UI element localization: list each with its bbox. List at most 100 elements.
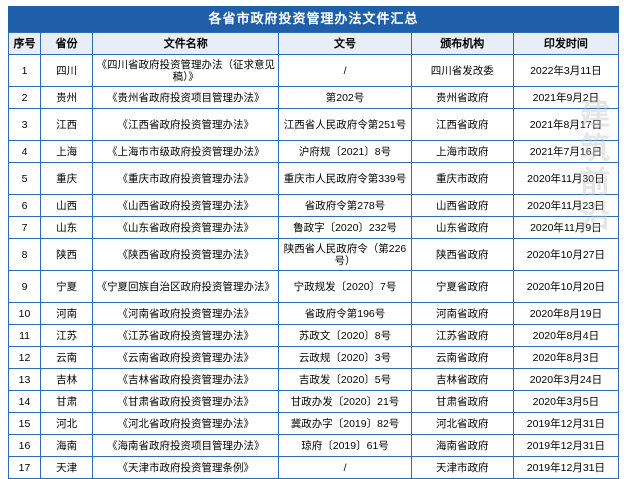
- cell-document-number: 冀政办字〔2019〕82号: [278, 412, 412, 435]
- cell-document-number: 省政府令第196号: [278, 302, 412, 325]
- cell-document-number: 江西省人民政府令第251号: [278, 108, 412, 141]
- cell-document-number: 陕西省人民政府令（第226号）: [278, 238, 412, 271]
- cell-document-name: 《吉林省政府投资管理办法》: [92, 368, 280, 391]
- cell-document-number: 第202号: [278, 86, 412, 109]
- cell-document-number: 琼府〔2019〕61号: [278, 434, 412, 457]
- cell-province: 陕西: [40, 238, 94, 271]
- header-row: 序号 省份 文件名称 文号 颁布机构 印发时间: [7, 32, 620, 55]
- cell-issue-date: 2020年11月9日: [512, 216, 620, 239]
- cell-issue-date: 2021年8月17日: [512, 108, 620, 141]
- cell-issue-date: 2020年8月3日: [512, 346, 620, 369]
- table-row: 10 河南 《河南省政府投资管理办法》 省政府令第196号 河南省政府 2020年8月19…: [7, 302, 620, 325]
- cell-province: 吉林: [40, 368, 94, 391]
- column-header-issuing-body: 颁布机构: [410, 32, 514, 55]
- cell-issue-date: 2020年3月5日: [512, 390, 620, 413]
- cell-issue-date: 2019年12月31日: [512, 434, 620, 457]
- table-row: 6 山西 《山西省政府投资管理办法》 省政府令第278号 山西省政府 2020年11月23…: [7, 194, 620, 217]
- table-row: 5 重庆 《重庆市政府投资管理办法》 重庆市人民政府令第339号 重庆市政府 2020年1…: [7, 162, 620, 195]
- cell-issue-date: 2021年7月16日: [512, 140, 620, 163]
- cell-document-name: 《江苏省政府投资管理办法》: [92, 324, 280, 347]
- cell-province: 山东: [40, 216, 94, 239]
- cell-issuing-body: 天津市政府: [410, 456, 514, 479]
- cell-issuing-body: 甘肃省政府: [410, 390, 514, 413]
- cell-issue-date: 2020年10月27日: [512, 238, 620, 271]
- cell-document-name: 《云南省政府投资管理办法》: [92, 346, 280, 369]
- cell-index: 14: [7, 390, 42, 413]
- table-row: 16 海南 《海南省政府投资项目管理办法》 琼府〔2019〕61号 海南省政府 2019年…: [7, 434, 620, 457]
- cell-province: 上海: [40, 140, 94, 163]
- cell-issuing-body: 江苏省政府: [410, 324, 514, 347]
- table-body: 1 四川 《四川省政府投资管理办法（征求意见稿）》 / 四川省发改委 2022年3月11日…: [7, 54, 620, 479]
- table-row: 11 江苏 《江苏省政府投资管理办法》 苏政文〔2020〕8号 江苏省政府 2020年8月…: [7, 324, 620, 347]
- table-row: 8 陕西 《陕西省政府投资管理办法》 陕西省人民政府令（第226号） 陕西省政府 2020…: [7, 238, 620, 271]
- cell-province: 四川: [40, 54, 94, 87]
- cell-province: 贵州: [40, 86, 94, 109]
- cell-province: 海南: [40, 434, 94, 457]
- cell-document-name: 《山西省政府投资管理办法》: [92, 194, 280, 217]
- cell-document-name: 《四川省政府投资管理办法（征求意见稿）》: [92, 54, 280, 87]
- cell-document-number: 苏政文〔2020〕8号: [278, 324, 412, 347]
- cell-issuing-body: 海南省政府: [410, 434, 514, 457]
- cell-province: 山西: [40, 194, 94, 217]
- cell-issue-date: 2019年12月31日: [512, 412, 620, 435]
- cell-index: 12: [7, 346, 42, 369]
- cell-index: 7: [7, 216, 42, 239]
- table-row: 15 河北 《河北省政府投资管理办法》 冀政办字〔2019〕82号 河北省政府 2019年…: [7, 412, 620, 435]
- cell-issue-date: 2020年8月19日: [512, 302, 620, 325]
- cell-document-number: /: [278, 54, 412, 87]
- cell-issuing-body: 吉林省政府: [410, 368, 514, 391]
- cell-issuing-body: 山东省政府: [410, 216, 514, 239]
- table-row: 1 四川 《四川省政府投资管理办法（征求意见稿）》 / 四川省发改委 2022年3月11日: [7, 54, 620, 87]
- cell-province: 江苏: [40, 324, 94, 347]
- cell-document-name: 《山东省政府投资管理办法》: [92, 216, 280, 239]
- cell-issuing-body: 河南省政府: [410, 302, 514, 325]
- table-row: 17 天津 《天津市政府投资管理条例》 / 天津市政府 2019年12月31日: [7, 456, 620, 479]
- cell-index: 15: [7, 412, 42, 435]
- cell-province: 宁夏: [40, 270, 94, 303]
- table-row: 9 宁夏 《宁夏回族自治区政府投资管理办法》 宁政规发〔2020〕7号 宁夏省政府 202…: [7, 270, 620, 303]
- cell-index: 4: [7, 140, 42, 163]
- cell-index: 8: [7, 238, 42, 271]
- cell-issuing-body: 云南省政府: [410, 346, 514, 369]
- cell-document-name: 《江西省政府投资管理办法》: [92, 108, 280, 141]
- cell-index: 9: [7, 270, 42, 303]
- cell-issuing-body: 上海市政府: [410, 140, 514, 163]
- cell-issue-date: 2020年3月24日: [512, 368, 620, 391]
- policy-table: 序号 省份 文件名称 文号 颁布机构 印发时间 1 四川 《四川省政府投资管理办法（…: [7, 32, 620, 479]
- cell-issue-date: 2020年11月23日: [512, 194, 620, 217]
- cell-document-number: 宁政规发〔2020〕7号: [278, 270, 412, 303]
- cell-province: 河北: [40, 412, 94, 435]
- table-header: 序号 省份 文件名称 文号 颁布机构 印发时间: [7, 32, 620, 55]
- cell-issuing-body: 宁夏省政府: [410, 270, 514, 303]
- table-row: 12 云南 《云南省政府投资管理办法》 云政规〔2020〕3号 云南省政府 2020年8月…: [7, 346, 620, 369]
- cell-document-name: 《河北省政府投资管理办法》: [92, 412, 280, 435]
- column-header-document-name: 文件名称: [92, 32, 280, 55]
- cell-index: 1: [7, 54, 42, 87]
- cell-issue-date: 2021年9月2日: [512, 86, 620, 109]
- table-row: 4 上海 《上海市市级政府投资管理办法》 沪府规〔2021〕8号 上海市政府 2021年7…: [7, 140, 620, 163]
- cell-document-name: 《上海市市级政府投资管理办法》: [92, 140, 280, 163]
- cell-index: 13: [7, 368, 42, 391]
- cell-index: 16: [7, 434, 42, 457]
- table-row: 14 甘肃 《甘肃省政府投资管理办法》 甘政办发〔2020〕21号 甘肃省政府 2020年…: [7, 390, 620, 413]
- cell-document-number: 云政规〔2020〕3号: [278, 346, 412, 369]
- cell-document-name: 《宁夏回族自治区政府投资管理办法》: [92, 270, 280, 303]
- cell-province: 云南: [40, 346, 94, 369]
- cell-document-name: 《海南省政府投资项目管理办法》: [92, 434, 280, 457]
- table-row: 13 吉林 《吉林省政府投资管理办法》 吉政发〔2020〕5号 吉林省政府 2020年3月…: [7, 368, 620, 391]
- cell-issuing-body: 山西省政府: [410, 194, 514, 217]
- cell-document-number: 鲁政字〔2020〕232号: [278, 216, 412, 239]
- cell-document-number: 甘政办发〔2020〕21号: [278, 390, 412, 413]
- cell-document-number: 吉政发〔2020〕5号: [278, 368, 412, 391]
- cell-index: 6: [7, 194, 42, 217]
- cell-index: 5: [7, 162, 42, 195]
- table-row: 3 江西 《江西省政府投资管理办法》 江西省人民政府令第251号 江西省政府 2021年8…: [7, 108, 620, 141]
- cell-issuing-body: 陕西省政府: [410, 238, 514, 271]
- column-header-index: 序号: [7, 32, 42, 55]
- cell-issue-date: 2020年8月4日: [512, 324, 620, 347]
- cell-document-number: 沪府规〔2021〕8号: [278, 140, 412, 163]
- cell-province: 天津: [40, 456, 94, 479]
- cell-document-number: /: [278, 456, 412, 479]
- cell-issuing-body: 江西省政府: [410, 108, 514, 141]
- cell-index: 3: [7, 108, 42, 141]
